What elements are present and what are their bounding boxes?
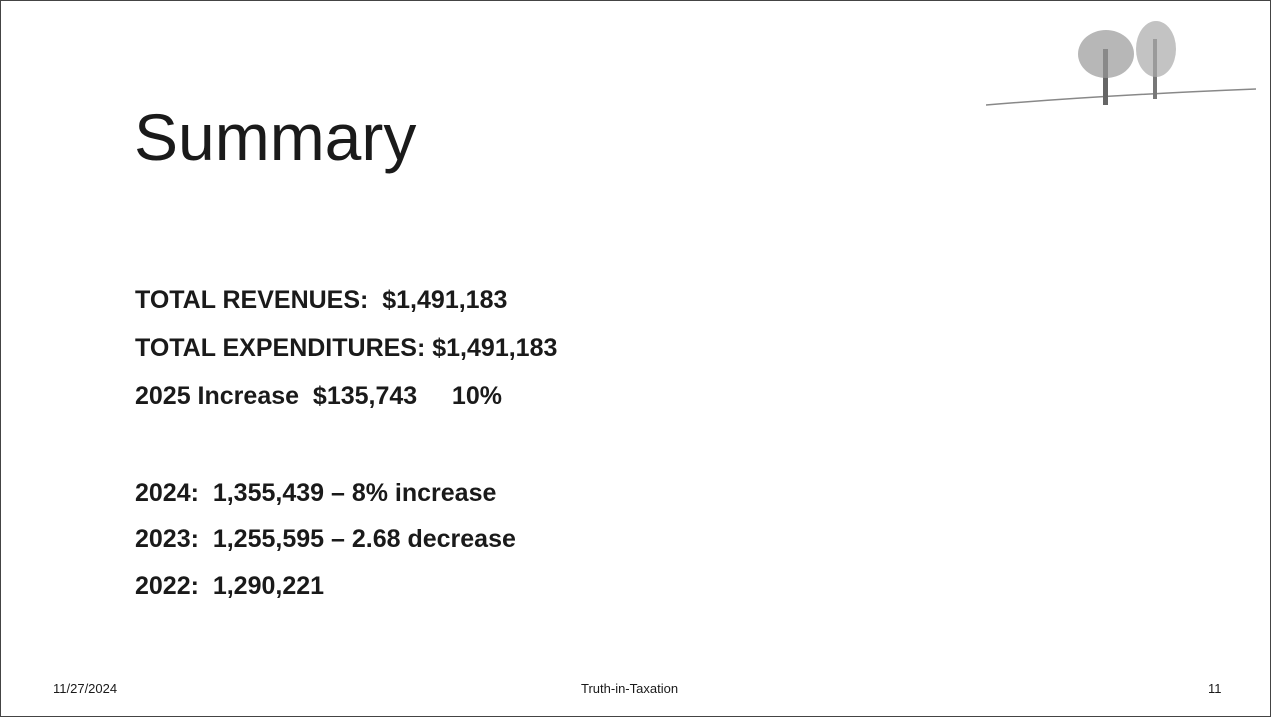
footer-date: 11/27/2024: [53, 681, 118, 696]
footer-center: Truth-in-Taxation: [581, 681, 679, 696]
history-line: 2022: 1,290,221: [135, 572, 325, 600]
title: Summary: [134, 100, 417, 174]
summary-line: TOTAL REVENUES: $1,491,183: [135, 286, 508, 314]
summary-line: 2025 Increase $135,743 10%: [135, 382, 502, 410]
history-line: 2023: 1,255,595 – 2.68 decrease: [135, 525, 516, 553]
trees-logo: [986, 21, 1256, 106]
page-number: 11: [1208, 681, 1222, 696]
history-line: 2024: 1,355,439 – 8% increase: [135, 479, 497, 507]
summary-line: TOTAL EXPENDITURES: $1,491,183: [135, 334, 558, 362]
